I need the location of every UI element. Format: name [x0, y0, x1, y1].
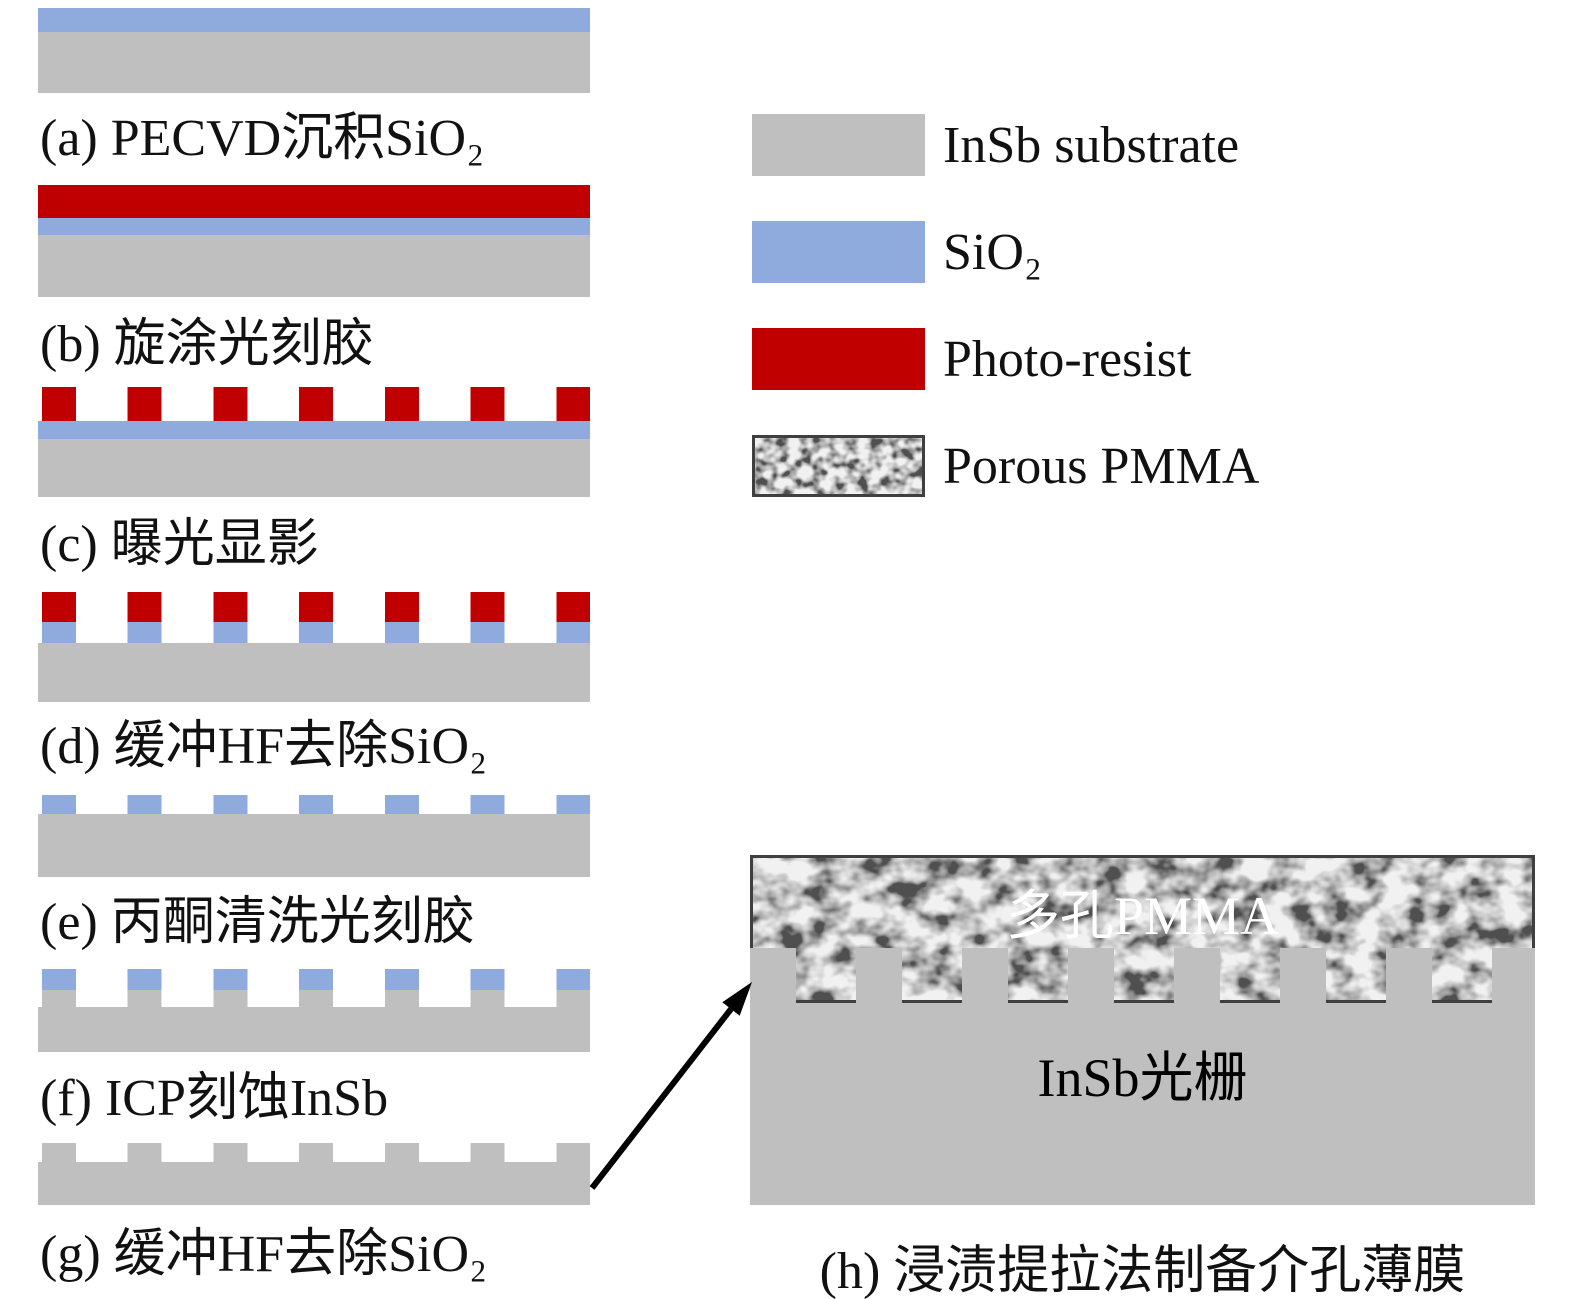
step-caption-d: (d) 缓冲HF去除SiO₂	[40, 718, 488, 775]
insb-grating-base	[750, 1003, 1535, 1205]
legend-item-insb-substrate: InSb substrate	[752, 114, 1239, 176]
legend-label-porous-pmma: Porous PMMA	[943, 437, 1260, 495]
final-panel: 多孔PMMA InSb光栅	[750, 855, 1535, 1205]
insb-grating-teeth	[750, 948, 1535, 1003]
step-figure-a	[38, 8, 590, 93]
step-caption-e: (e) 丙酮清洗光刻胶	[40, 894, 475, 951]
legend-item-sio2: SiO₂	[752, 221, 1042, 283]
step-caption-a: (a) PECVD沉积SiO₂	[40, 110, 485, 167]
sio2-layer	[38, 421, 590, 439]
photoresist-blocks	[42, 387, 590, 421]
sio2-layer	[38, 218, 590, 235]
step-figure-e	[38, 795, 590, 877]
sio2-layer	[38, 8, 590, 32]
sio2-blocks	[42, 795, 590, 814]
step-figure-f	[38, 969, 590, 1052]
substrate-layer	[38, 439, 590, 497]
legend-item-porous-pmma: Porous PMMA	[752, 435, 1259, 497]
step-figure-g	[38, 1143, 590, 1205]
photoresist-swatch	[752, 328, 925, 390]
substrate-layer	[38, 814, 590, 877]
porous-pmma-swatch	[752, 435, 925, 497]
substrate-teeth	[42, 1143, 590, 1162]
substrate-layer	[38, 32, 590, 93]
legend-item-photoresist: Photo-resist	[752, 328, 1191, 390]
grating-label: InSb光栅	[1037, 1048, 1248, 1108]
legend-label-insb-substrate: InSb substrate	[943, 116, 1240, 174]
substrate-base	[38, 1007, 590, 1052]
substrate-teeth	[42, 990, 590, 1007]
step-caption-b: (b) 旋涂光刻胶	[40, 316, 374, 373]
photoresist-layer	[38, 185, 590, 218]
substrate-layer	[38, 643, 590, 702]
step-figure-c	[38, 387, 590, 497]
legend-label-photoresist: Photo-resist	[943, 330, 1192, 388]
step-caption-c: (c) 曝光显影	[40, 516, 319, 573]
sio2-blocks	[42, 969, 590, 990]
photoresist-blocks	[42, 592, 590, 622]
substrate-layer	[38, 235, 590, 297]
sio2-blocks	[42, 622, 590, 643]
step-caption-h: (h) 浸渍提拉法制备介孔薄膜	[819, 1243, 1466, 1299]
step-caption-f: (f) ICP刻蚀InSb	[40, 1070, 389, 1127]
step-figure-b	[38, 185, 590, 297]
sio2-swatch	[752, 221, 925, 283]
porous-film-label: 多孔PMMA	[1005, 886, 1280, 946]
legend-label-sio2: SiO₂	[943, 223, 1043, 281]
step-caption-g: (g) 缓冲HF去除SiO₂	[40, 1226, 488, 1283]
step-figure-d	[38, 592, 590, 702]
insb-substrate-swatch	[752, 114, 925, 176]
substrate-base	[38, 1162, 590, 1205]
